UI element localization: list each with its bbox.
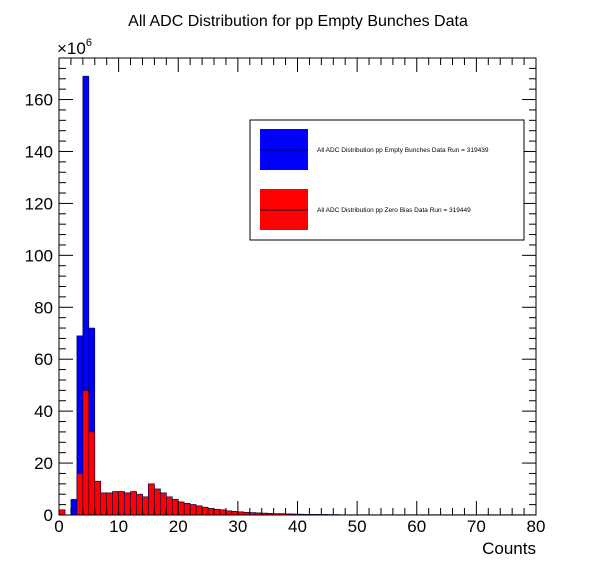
- histogram-bin: [207, 508, 215, 516]
- y-tick-label: 40: [34, 402, 53, 421]
- histogram-bin: [82, 390, 90, 516]
- histogram-bin: [70, 499, 78, 516]
- x-tick-label: 60: [407, 517, 426, 536]
- x-tick-label: 50: [348, 517, 367, 536]
- y-tick-label: 140: [25, 142, 53, 161]
- x-tick-label: 0: [54, 517, 63, 536]
- y-exponent-base: ×10: [57, 39, 86, 58]
- histogram-bin: [195, 505, 203, 516]
- histogram-bin: [148, 483, 155, 516]
- y-tick-label: 60: [34, 350, 53, 369]
- y-tick-label: 160: [25, 91, 53, 110]
- histogram-bin: [118, 491, 125, 516]
- histogram-bin: [154, 488, 161, 516]
- histogram-bin: [124, 492, 131, 516]
- histogram-bin: [231, 511, 239, 516]
- x-tick-label: 20: [169, 517, 188, 536]
- histogram-bin: [58, 509, 66, 516]
- histogram-bin: [160, 492, 167, 516]
- histogram-bin: [219, 509, 227, 516]
- histogram-bin: [136, 493, 143, 516]
- y-tick-label: 100: [25, 246, 53, 265]
- x-axis-label: Counts: [482, 539, 536, 558]
- chart-title: All ADC Distribution for pp Empty Bunche…: [128, 13, 468, 30]
- x-tick-label: 80: [527, 517, 546, 536]
- histogram-bin: [213, 508, 221, 516]
- y-axis-ticks: 0 20 40 60 80 100 120 140 160: [25, 57, 536, 525]
- histogram-bin: [177, 501, 185, 516]
- x-axis-ticks: 0 10 20 30 40 50 60 70 80: [54, 58, 545, 536]
- histogram-bin: [189, 504, 197, 516]
- histogram-bin: [76, 473, 84, 516]
- histogram-bin: [166, 496, 173, 516]
- histogram-bin: [130, 491, 137, 516]
- legend-label-empty-bunches: All ADC Distribution pp Empty Bunches Da…: [317, 147, 489, 154]
- legend: All ADC Distribution pp Empty Bunches Da…: [249, 119, 525, 241]
- histogram-bin: [106, 492, 113, 516]
- y-tick-label: 20: [34, 454, 53, 473]
- histogram-bin: [183, 503, 191, 516]
- x-tick-label: 30: [228, 517, 247, 536]
- y-tick-label: 80: [34, 298, 53, 317]
- histogram-bin: [225, 510, 233, 516]
- y-tick-label: 0: [44, 506, 53, 525]
- histogram-bin: [142, 496, 149, 516]
- histogram-bin: [201, 506, 209, 516]
- histogram-bin: [112, 491, 119, 516]
- histogram-bin: [94, 480, 102, 516]
- y-axis-exponent: ×106: [57, 37, 92, 58]
- x-tick-label: 40: [288, 517, 307, 536]
- x-tick-label: 10: [109, 517, 128, 536]
- histogram-bin: [171, 499, 179, 516]
- x-tick-label: 70: [467, 517, 486, 536]
- legend-label-zero-bias: All ADC Distribution pp Zero Bias Data R…: [317, 207, 471, 214]
- y-tick-label: 120: [25, 194, 53, 213]
- histogram-bin: [88, 431, 96, 516]
- histogram-bin: [100, 492, 108, 516]
- y-exponent-power: 6: [86, 37, 92, 49]
